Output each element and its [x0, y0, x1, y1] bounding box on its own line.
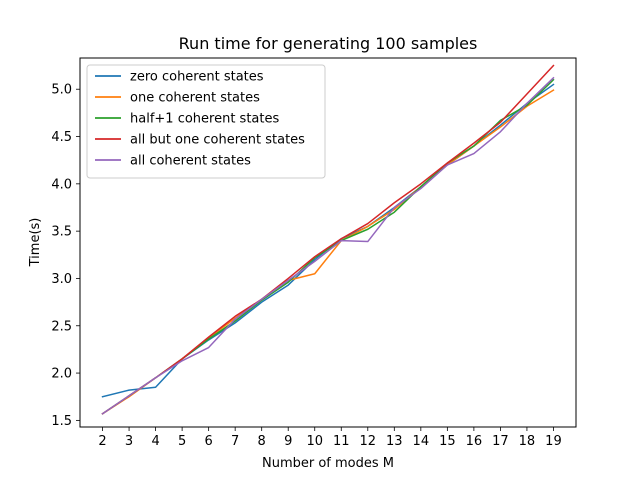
x-tick-label: 4 — [151, 434, 159, 449]
y-tick-label: 4.5 — [51, 130, 72, 145]
legend-box — [86, 64, 326, 179]
x-tick-label: 10 — [306, 434, 323, 449]
axes-frame — [79, 57, 577, 428]
series-line-4 — [101, 64, 555, 415]
x-tick-label: 7 — [231, 434, 239, 449]
x-tick-label: 9 — [284, 434, 292, 449]
legend-label-5: all coherent states — [130, 154, 251, 169]
y-tick-label: 5.0 — [51, 83, 72, 98]
x-tick-label: 18 — [519, 434, 536, 449]
x-tick-label: 5 — [178, 434, 186, 449]
x-tick-label: 3 — [125, 434, 133, 449]
x-tick-label: 11 — [333, 434, 350, 449]
x-axis-label: Number of modes M — [262, 456, 394, 471]
y-tick-label: 2.0 — [51, 367, 72, 382]
y-tick-label: 4.0 — [51, 177, 72, 192]
x-axis: 2 3 4 5 6 7 8 9 10 11 12 13 14 15 16 17 18 19 — [98, 427, 562, 449]
legend: zero coherent states one coherent states h… — [86, 64, 326, 179]
legend-label-2: one coherent states — [130, 91, 260, 106]
x-tick-label: 16 — [466, 434, 483, 449]
chart-title: Run time for generating 100 samples — [179, 34, 478, 53]
y-tick-label: 3.5 — [51, 225, 72, 240]
x-tick-label: 15 — [439, 434, 456, 449]
legend-label-3: half+1 coherent states — [130, 112, 279, 127]
x-tick-label: 13 — [386, 434, 403, 449]
y-tick-label: 3.0 — [51, 272, 72, 287]
y-tick-label: 1.5 — [51, 414, 72, 429]
plot-area — [101, 64, 555, 415]
series-line-5 — [101, 76, 555, 415]
legend-label-1: zero coherent states — [130, 70, 264, 85]
legend-label-4: all but one coherent states — [130, 133, 305, 148]
x-tick-label: 12 — [360, 434, 377, 449]
y-axis-label: Time(s) — [28, 218, 43, 268]
x-tick-label: 2 — [98, 434, 106, 449]
x-tick-label: 6 — [205, 434, 213, 449]
x-tick-label: 8 — [258, 434, 266, 449]
y-axis: 1.5 2.0 2.5 3.0 3.5 4.0 4.5 5.0 — [51, 83, 80, 429]
x-tick-label: 14 — [413, 434, 430, 449]
y-tick-label: 2.5 — [51, 319, 72, 334]
x-tick-label: 19 — [545, 434, 562, 449]
x-tick-label: 17 — [492, 434, 509, 449]
